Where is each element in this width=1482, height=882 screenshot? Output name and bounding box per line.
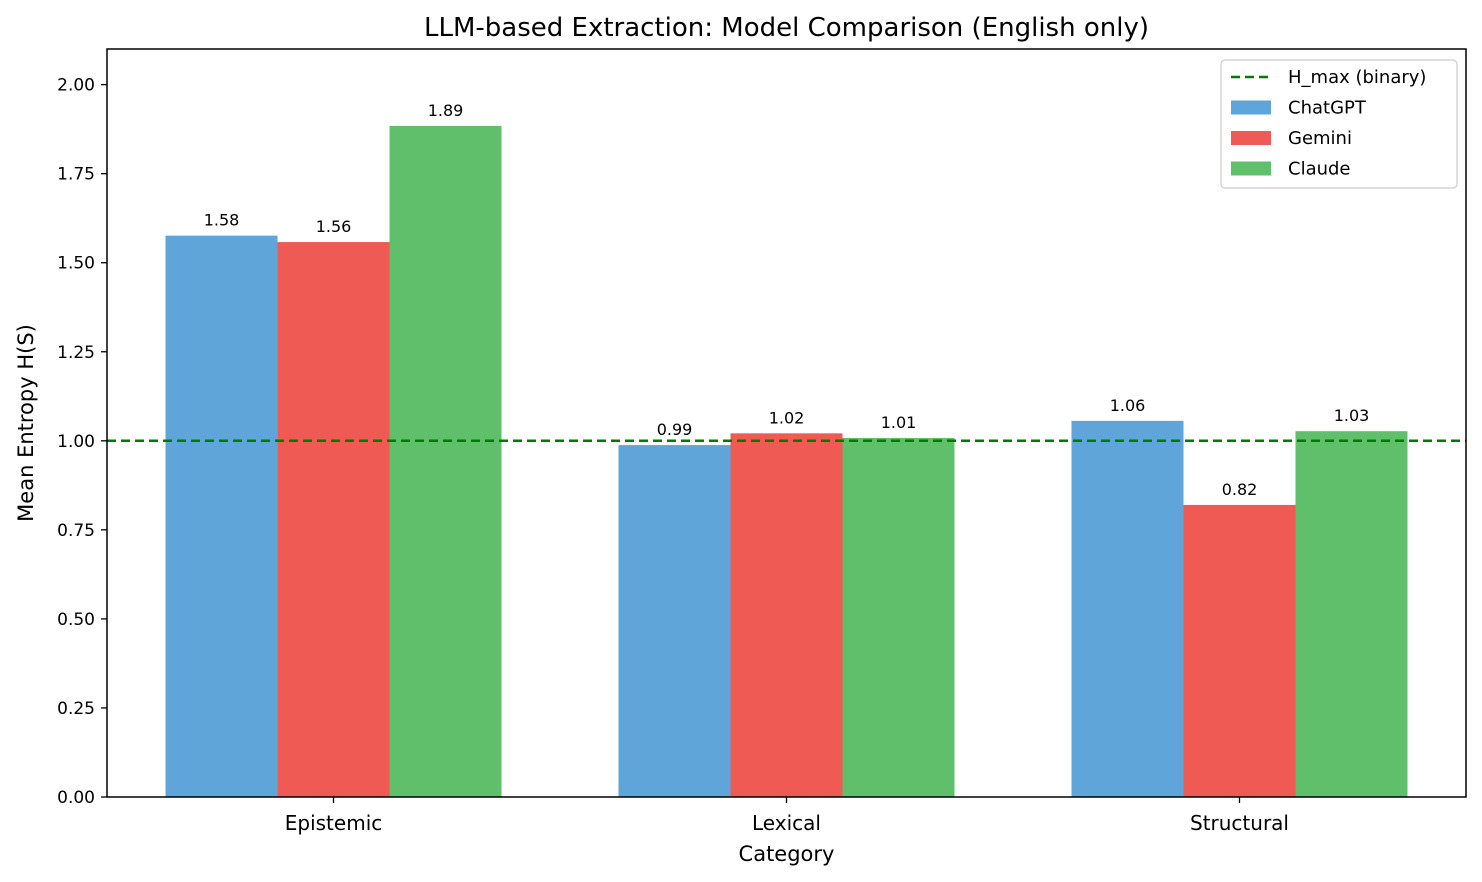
data-label: 1.89 [428,101,464,120]
x-axis-label: Category [739,842,835,866]
bar-gemini-structural [1183,504,1296,797]
legend-label: ChatGPT [1288,98,1367,119]
bar-claude-lexical [842,437,955,797]
bars [165,125,1408,798]
legend-label: H_max (binary) [1288,67,1426,88]
data-label: 1.01 [881,413,917,432]
x-tick-label: Epistemic [285,811,383,835]
legend-swatch-chatgpt [1231,100,1271,115]
legend-label: Gemini [1288,128,1352,149]
x-axis-ticks: Epistemic Lexical Structural [285,797,1289,835]
y-tick-label: 0.75 [57,521,95,541]
legend-frame [1220,59,1458,189]
y-tick-label: 2.00 [57,76,95,96]
y-tick-label: 0.50 [57,610,95,630]
data-label: 1.58 [204,211,240,230]
data-labels: 1.58 1.56 1.89 0.99 1.02 1.01 1.06 0.82 1.03 [204,101,1370,499]
y-axis-label: Mean Entropy H(S) [14,324,38,522]
x-tick-label: Structural [1190,811,1289,835]
legend-swatch-claude [1231,161,1271,176]
y-tick-label: 1.75 [57,165,95,185]
data-label: 0.99 [657,420,693,439]
y-tick-label: 1.25 [57,343,95,363]
bar-chatgpt-structural [1071,420,1184,797]
data-label: 1.56 [316,217,352,236]
y-tick-label: 1.50 [57,254,95,274]
bar-chatgpt-lexical [618,445,731,797]
bar-gemini-lexical [730,433,843,797]
bar-gemini-epistemic [277,242,390,797]
data-label: 0.82 [1222,480,1258,499]
plot-frame [106,48,1467,798]
bar-chatgpt-epistemic [165,235,278,798]
legend-label: Claude [1288,159,1351,180]
legend: H_max (binary) ChatGPT Gemini Claude [1220,59,1458,189]
y-tick-label: 1.00 [57,432,95,452]
data-label: 1.06 [1110,396,1146,415]
y-tick-label: 0.00 [57,788,95,808]
data-label: 1.02 [769,408,805,427]
x-tick-label: Lexical [752,811,821,835]
bar-claude-structural [1295,431,1408,797]
y-tick-label: 0.25 [57,699,95,719]
bar-claude-epistemic [389,125,502,798]
chart-title: LLM-based Extraction: Model Comparison (… [424,13,1149,43]
y-axis-ticks: 0.00 0.25 0.50 0.75 1.00 1.25 1.50 1.75 2.00 [57,76,107,808]
legend-swatch-gemini [1231,131,1271,145]
data-label: 1.03 [1334,406,1370,425]
